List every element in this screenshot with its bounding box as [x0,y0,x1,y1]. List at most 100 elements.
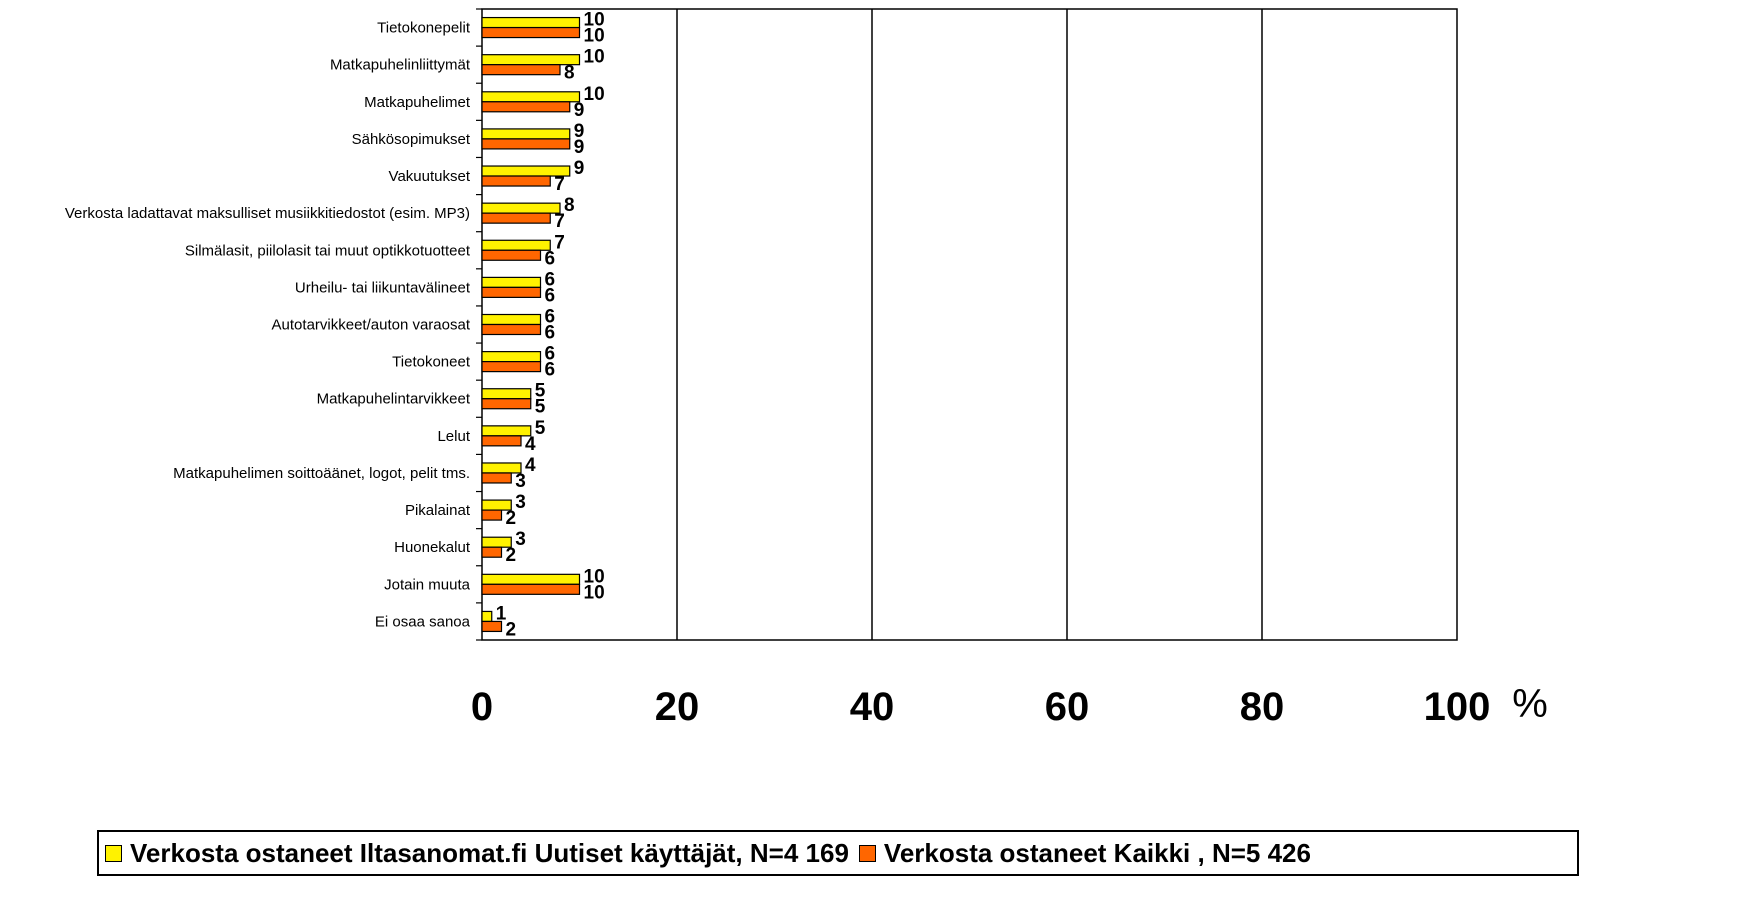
category-label: Vakuutukset [389,168,471,185]
category-label: Tietokoneet [392,354,471,371]
data-label: 2 [506,545,517,566]
plot-frame [481,8,1458,641]
bar-iltasanomat [481,610,493,623]
bar-kaikki [481,212,551,224]
bar-kaikki [481,620,503,633]
x-tick-label: 20 [655,685,700,729]
category-label: Matkapuhelintarvikkeet [317,391,471,408]
category-label: Huonekalut [394,539,471,556]
bar-kaikki [481,546,503,558]
bar-iltasanomat [481,128,571,140]
category-label: Ei osaa sanoa [375,613,471,630]
bar-kaikki [481,64,561,76]
category-label: Matkapuhelimen soittoäänet, logot, pelit… [173,465,470,482]
legend-label-iltasanomat: Verkosta ostaneet Iltasanomat.fi Uutiset… [130,837,849,868]
bar-kaikki [481,509,503,521]
data-label: 9 [574,137,585,158]
x-tick-label: 0 [471,685,493,729]
category-label: Silmälasit, piilolasit tai muut optikkot… [185,242,471,259]
data-label: 5 [535,397,546,418]
bar-kaikki [481,472,512,484]
data-label: 3 [515,529,526,550]
bar-kaikki [481,249,542,261]
category-label: Sähkösopimukset [352,131,471,148]
bar-iltasanomat [481,16,581,29]
data-label: 9 [574,121,585,142]
bar-iltasanomat [481,351,542,363]
data-label: 3 [515,471,526,492]
bar-iltasanomat [481,239,551,251]
category-label: Lelut [437,428,470,445]
bar-kaikki [481,26,581,39]
data-label: 10 [584,10,605,31]
data-label: 7 [554,174,565,195]
data-label: 5 [535,418,546,439]
bar-chart: Tietokonepelit Matkapuhelinliittymät Matka… [65,8,1548,729]
legend-swatch-kaikki [858,844,876,862]
data-label: 2 [506,508,517,529]
bar-kaikki [481,138,571,150]
bars [481,16,581,633]
data-label: 4 [525,455,536,476]
bar-kaikki [481,361,542,373]
data-label: 8 [564,63,575,84]
data-label: 10 [584,47,605,68]
data-label: 10 [584,26,605,47]
bar-kaikki [481,583,581,595]
bar-kaikki [481,101,571,113]
bar-iltasanomat [481,202,561,214]
bar-iltasanomat [481,573,581,585]
data-label: 10 [584,582,605,603]
data-label: 6 [545,323,556,344]
data-label: 6 [545,344,556,365]
category-label: Verkosta ladattavat maksulliset musiikki… [65,205,470,222]
category-label: Matkapuhelimet [364,94,471,111]
data-label: 10 [584,566,605,587]
legend: Verkosta ostaneet Iltasanomat.fi Uutiset… [97,830,1579,876]
bar-iltasanomat [481,276,542,288]
category-label: Autotarvikkeet/auton varaosat [272,317,471,334]
data-label: 7 [554,232,565,253]
data-label: 6 [545,307,556,328]
bar-iltasanomat [481,388,532,400]
x-tick-label: 60 [1045,685,1090,729]
category-label: Urheilu- tai liikuntavälineet [295,279,471,296]
data-label: 3 [515,492,526,513]
bar-iltasanomat [481,313,542,326]
x-unit-label: % [1512,682,1548,726]
legend-item-kaikki: Verkosta ostaneet Kaikki , N=5 426 [858,837,1311,869]
data-label: 6 [545,248,556,269]
category-label: Matkapuhelinliittymät [330,57,471,74]
data-label: 6 [545,360,556,381]
bar-kaikki [481,286,542,298]
data-label: 7 [554,211,565,232]
category-label: Tietokonepelit [377,20,471,37]
bar-iltasanomat [481,91,581,103]
data-label: 6 [545,269,556,290]
data-label: 2 [506,619,517,640]
data-label: 9 [574,100,585,121]
category-label: Pikalainat [405,502,471,519]
data-label: 4 [525,434,536,455]
data-label: 9 [574,158,585,179]
x-tick-label: 40 [850,685,895,729]
legend-label-kaikki: Verkosta ostaneet Kaikki , N=5 426 [883,837,1311,868]
bar-kaikki [481,175,551,187]
x-tick-label: 80 [1240,685,1285,729]
category-labels: Tietokonepelit Matkapuhelinliittymät Matka… [65,20,471,631]
data-label: 10 [584,84,605,105]
x-tick-label: 100 [1424,685,1491,729]
data-label: 1 [496,603,507,624]
x-axis-ticks: 0 20 40 60 80 100% [471,682,1548,729]
legend-item-iltasanomat: Verkosta ostaneet Iltasanomat.fi Uutiset… [105,838,849,869]
bar-iltasanomat [481,425,532,437]
data-label: 6 [545,285,556,306]
data-label: 8 [564,195,575,216]
category-label: Jotain muuta [384,576,471,593]
grid-lines [476,8,1458,641]
bar-kaikki [481,323,542,336]
bar-kaikki [481,398,532,410]
legend-swatch-iltasanomat [105,844,122,862]
bar-kaikki [481,435,522,447]
